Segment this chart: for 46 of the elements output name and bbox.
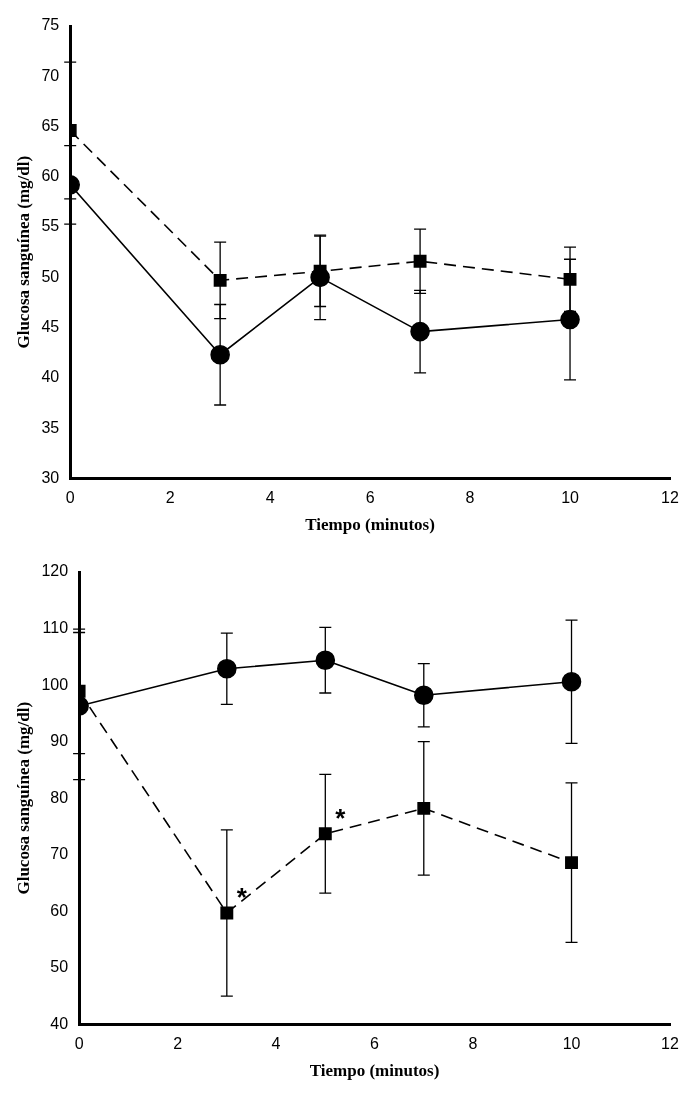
x-tick-label: 6 (365, 489, 375, 507)
x-tick-label: 10 (562, 1035, 581, 1053)
y-tick-label: 40 (41, 368, 60, 386)
y-tick-label: 45 (41, 318, 60, 336)
y-tick-label: 30 (41, 468, 60, 486)
y-tick-label: 90 (50, 732, 69, 750)
x-tick-label: 8 (465, 489, 475, 507)
y-tick-label: 80 (50, 788, 69, 806)
x-tick-label: 0 (74, 1035, 84, 1053)
point (315, 650, 336, 671)
point (417, 801, 431, 815)
x-tick-label: 6 (370, 1035, 380, 1053)
x-tick-label: 4 (271, 1035, 281, 1053)
x-axis-title: Tiempo (minutos) (305, 515, 435, 535)
x-tick-label: 12 (661, 489, 679, 507)
x-tick-label: 12 (661, 1035, 679, 1053)
y-axis-title: Glucosa sanguínea (mg/dl) (13, 155, 33, 349)
y-tick-label: 50 (50, 958, 69, 976)
x-tick-label: 0 (65, 489, 75, 507)
y-tick-label: 110 (42, 618, 69, 636)
x-tick-label: 2 (165, 489, 175, 507)
y-tick-label: 55 (41, 217, 60, 235)
annotation: * (236, 882, 248, 913)
x-tick-label: 4 (265, 489, 275, 507)
y-tick-label: 70 (50, 845, 69, 863)
y-tick-label: 50 (41, 267, 60, 285)
y-tick-label: 40 (50, 1014, 69, 1032)
y-tick-label: 75 (41, 16, 60, 34)
point (413, 685, 434, 706)
x-tick-label: 2 (173, 1035, 183, 1053)
point (318, 827, 332, 841)
y-tick-label: 35 (41, 418, 60, 436)
point (217, 658, 237, 679)
y-tick-label: 60 (41, 167, 60, 185)
y-tick-label: 60 (50, 901, 69, 919)
x-axis-title: Tiempo (minutos) (309, 1061, 440, 1081)
point (561, 671, 582, 692)
y-axis-title: Glucosa sanguínea (mg/dl) (13, 701, 33, 895)
y-tick-label: 120 (41, 562, 69, 580)
y-tick-label: 70 (41, 66, 60, 84)
point (565, 856, 578, 870)
annotation: * (335, 803, 347, 833)
y-tick-label: 65 (41, 116, 60, 134)
x-tick-label: 10 (561, 489, 580, 507)
x-tick-label: 8 (468, 1035, 478, 1053)
y-tick-label: 100 (41, 675, 69, 693)
